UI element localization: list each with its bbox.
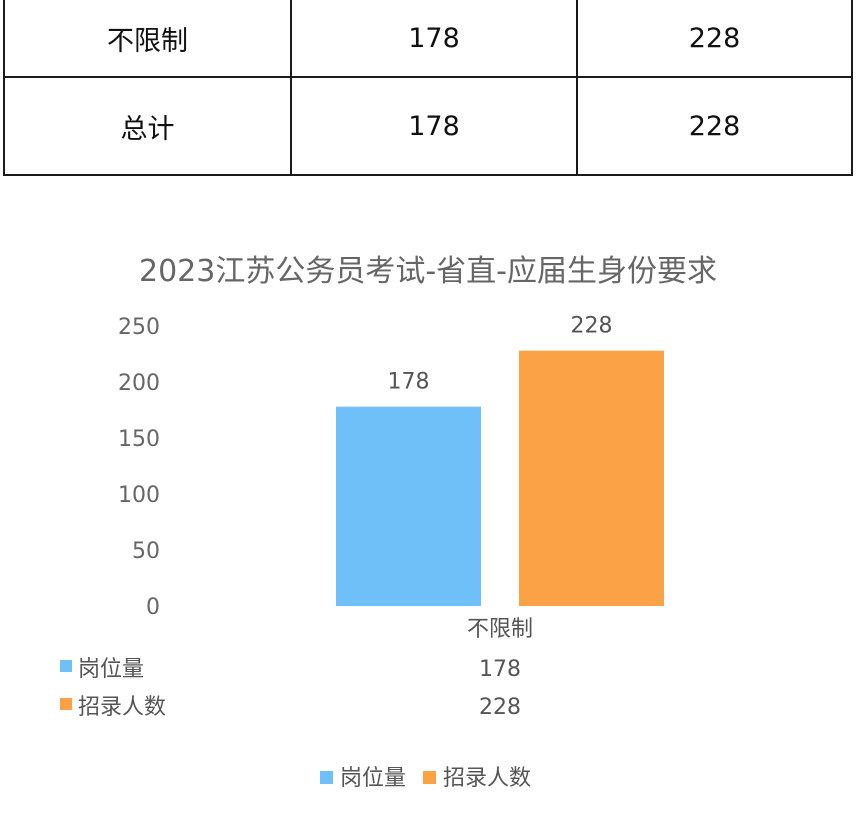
y-tick-label: 150 — [118, 427, 160, 452]
bar-chart: 2023江苏公务员考试-省直-应届生身份要求 0 50 100 150 200 250 1… — [60, 254, 717, 791]
positions-cell: 178 — [290, 0, 578, 78]
data-table-value: 178 — [479, 657, 521, 682]
y-tick-label: 250 — [118, 315, 160, 340]
bar — [336, 406, 481, 606]
data-table: 岗位量 178 招录人数 228 — [60, 657, 521, 720]
legend-entry: 岗位量 — [340, 766, 406, 791]
data-table-swatch — [60, 660, 72, 672]
legend-swatch — [320, 771, 333, 784]
y-axis-ticks: 0 50 100 150 200 250 — [118, 315, 160, 620]
row-label: 总计 — [3, 76, 292, 176]
category-label: 不限制 — [467, 617, 533, 642]
y-tick-label: 200 — [118, 371, 160, 396]
y-tick-label: 0 — [146, 595, 160, 620]
legend: 岗位量 招录人数 — [320, 766, 531, 791]
legend-entry: 招录人数 — [443, 766, 531, 791]
data-table-series-name: 岗位量 — [78, 657, 144, 682]
bar — [519, 350, 664, 606]
chart-title: 2023江苏公务员考试-省直-应届生身份要求 — [139, 254, 717, 289]
data-label: 178 — [388, 370, 430, 395]
data-table-value: 228 — [479, 695, 521, 720]
data-labels: 178 228 — [388, 314, 613, 395]
category-labels: 不限制 — [467, 617, 533, 642]
data-label: 228 — [571, 314, 613, 339]
data-table-swatch — [60, 698, 72, 710]
bars — [336, 350, 664, 606]
row-label: 不限制 — [3, 0, 292, 78]
positions-cell: 178 — [290, 76, 578, 176]
table-row: 不限制 178 228 — [3, 0, 853, 78]
recruits-cell: 228 — [576, 0, 853, 78]
data-table-series-name: 招录人数 — [78, 695, 166, 720]
y-tick-label: 50 — [132, 539, 160, 564]
y-tick-label: 100 — [118, 483, 160, 508]
summary-table: 不限制 178 228 总计 178 228 — [3, 0, 853, 176]
recruits-cell: 228 — [576, 76, 853, 176]
table-row: 总计 178 228 — [3, 76, 853, 176]
legend-swatch — [423, 771, 436, 784]
